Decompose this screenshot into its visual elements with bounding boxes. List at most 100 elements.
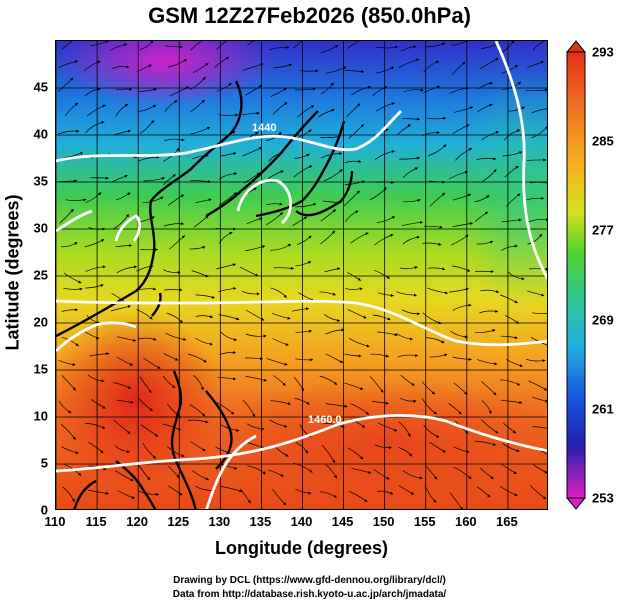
streamline-arrowhead-321 xyxy=(519,400,523,404)
streamline-arrowhead-267 xyxy=(106,352,110,356)
streamline-arrowhead-62 xyxy=(201,99,205,103)
streamline-arrowhead-295 xyxy=(333,381,338,385)
streamline-arrowhead-361 xyxy=(78,472,82,476)
streamline-arrowhead-209 xyxy=(79,287,83,291)
streamline-arrowhead-265 xyxy=(547,344,548,347)
streamline-arrowhead-199 xyxy=(307,261,312,264)
streamline-arrowhead-51 xyxy=(420,88,424,92)
streamline-arrowhead-250 xyxy=(153,337,157,341)
streamline-arrowhead-30 xyxy=(360,70,364,74)
streamline-arrowhead-21 xyxy=(126,65,130,69)
streamline-arrowhead-80 xyxy=(181,138,185,142)
streamline-arrowhead-152 xyxy=(70,209,74,213)
contour-label-1460: 1460.0 xyxy=(308,414,342,426)
streamline-arrowhead-222 xyxy=(413,293,417,297)
streamline-arrowhead-389 xyxy=(308,491,312,495)
streamline-arrowhead-310 xyxy=(230,411,235,415)
streamline-arrowhead-4 xyxy=(179,45,183,49)
streamline-arrowhead-116 xyxy=(124,174,128,178)
streamline-arrowhead-362 xyxy=(102,467,107,470)
streamline-arrowhead-248 xyxy=(95,336,100,340)
streamline-arrowhead-50 xyxy=(384,86,388,90)
streamline-arrowhead-242 xyxy=(438,321,442,325)
streamline-arrowhead-238 xyxy=(336,318,340,322)
streamline-arrowhead-163 xyxy=(355,210,359,214)
streamline-arrowhead-34 xyxy=(462,61,466,65)
streamline-arrowhead-344 xyxy=(126,450,130,454)
streamline-arrowhead-291 xyxy=(232,377,236,381)
streamline-arrowhead-122 xyxy=(280,170,284,174)
streamline-arrowhead-109 xyxy=(443,144,447,148)
y-tick-label: 40 xyxy=(33,126,48,142)
streamline-arrowhead-187 xyxy=(489,240,494,244)
streamline-arrowhead-203 xyxy=(414,266,418,270)
streamline-arrowhead-194 xyxy=(177,271,181,275)
y-tick-label: 30 xyxy=(33,220,48,236)
isoheight-contours xyxy=(56,41,547,509)
streamline-arrowhead-284 xyxy=(542,359,546,363)
streamline-arrowhead-374 xyxy=(419,476,423,480)
streamline-arrowhead-394 xyxy=(433,499,437,503)
streamline-arrowhead-154 xyxy=(125,213,129,218)
streamline-arrowhead-243 xyxy=(468,303,472,307)
streamline-arrowhead-366 xyxy=(205,477,209,481)
streamline-arrowhead-74 xyxy=(521,106,525,110)
streamline-arrowhead-124 xyxy=(339,169,343,173)
streamline-arrowhead-13 xyxy=(413,45,417,49)
streamline-arrowhead-27 xyxy=(288,63,292,67)
streamline-arrowhead-231 xyxy=(149,316,153,320)
x-tick-label: 125 xyxy=(167,514,190,529)
streamline-arrowhead-81 xyxy=(206,127,210,130)
streamline-arrowhead-271 xyxy=(203,359,207,363)
y-tick-label: 15 xyxy=(33,361,48,377)
streamline-arrowhead-338 xyxy=(465,430,469,434)
x-tick-label: 120 xyxy=(126,514,149,529)
streamline-arrowhead-234 xyxy=(236,317,240,321)
streamline-arrowhead-184 xyxy=(416,235,420,239)
streamline-arrowhead-202 xyxy=(386,275,390,279)
streamline-arrowhead-111 xyxy=(493,157,497,161)
streamline-arrowhead-47 xyxy=(312,87,316,91)
streamline-arrowhead-262 xyxy=(464,335,468,339)
streamline-arrowhead-93 xyxy=(516,129,521,133)
streamline-arrowhead-58 xyxy=(102,104,106,108)
streamline-arrowhead-55 xyxy=(517,81,521,85)
streamline-arrowhead-90 xyxy=(436,130,440,135)
streamline-arrowhead-186 xyxy=(465,234,469,238)
streamline-arrowhead-292 xyxy=(263,378,267,382)
streamline-arrowhead-217 xyxy=(283,294,287,298)
streamline-arrowhead-260 xyxy=(409,337,413,341)
colorbar-top-arrow xyxy=(565,40,587,53)
streamline-arrowhead-287 xyxy=(127,385,131,389)
streamline-arrowhead-54 xyxy=(489,81,493,85)
streamline-arrowhead-320 xyxy=(488,410,492,414)
streamline-arrowhead-331 xyxy=(284,424,288,428)
streamline-arrowhead-337 xyxy=(435,434,440,438)
streamline-arrowhead-255 xyxy=(285,342,289,346)
streamline-arrowhead-395 xyxy=(460,507,463,509)
streamline-arrowhead-363 xyxy=(130,478,134,482)
x-tick-label: 135 xyxy=(249,514,272,529)
streamline-arrowhead-252 xyxy=(209,342,213,346)
y-tick-label: 10 xyxy=(33,408,48,424)
streamline-arrowhead-89 xyxy=(407,124,411,128)
streamline-arrowhead-207 xyxy=(521,277,525,281)
y-tick-label: 5 xyxy=(40,455,48,471)
streamline-arrowhead-53 xyxy=(466,86,469,90)
streamline-arrowhead-205 xyxy=(466,268,471,272)
streamline-arrowhead-78 xyxy=(127,129,131,133)
temperature-field-map: 1440 1460.0 xyxy=(56,41,548,509)
streamline-arrowhead-278 xyxy=(385,354,389,358)
streamline-arrowhead-105 xyxy=(339,151,343,156)
streamline-arrowhead-166 xyxy=(439,225,443,229)
streamline-arrowhead-268 xyxy=(129,362,134,366)
streamline-arrowhead-118 xyxy=(172,174,176,178)
streamline-arrowhead-46 xyxy=(283,88,287,91)
y-tick-label: 0 xyxy=(40,502,48,518)
streamline-arrowhead-303 xyxy=(543,387,547,391)
wind-streamlines xyxy=(57,41,548,509)
streamline-arrowhead-251 xyxy=(183,337,187,341)
streamline-arrowhead-273 xyxy=(260,357,264,361)
credit-data: Data from http://database.rish.kyoto-u.a… xyxy=(172,589,447,600)
streamline-arrowhead-325 xyxy=(127,430,131,434)
